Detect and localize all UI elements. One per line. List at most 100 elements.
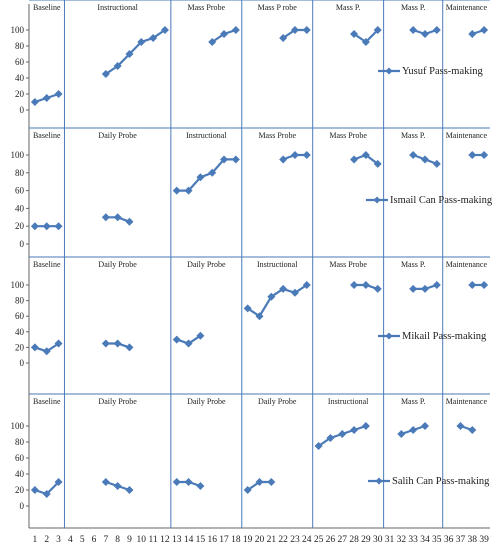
y-tick-label: 80	[15, 296, 25, 306]
data-point	[432, 281, 441, 289]
data-point	[30, 222, 39, 231]
y-tick-label: 20	[15, 342, 25, 352]
data-point	[361, 422, 370, 430]
phase-label: Daily Probe	[187, 397, 226, 406]
data-point	[373, 26, 382, 34]
data-point	[243, 304, 252, 313]
y-tick-label: 40	[15, 469, 25, 479]
data-point	[480, 26, 489, 34]
phase-label: Instructional	[328, 397, 369, 406]
data-point	[373, 159, 382, 168]
data-point	[302, 151, 311, 159]
data-point	[172, 335, 181, 344]
y-tick-label: 0	[20, 105, 25, 115]
data-point	[432, 26, 441, 34]
data-point	[326, 434, 335, 442]
x-tick-label: 24	[302, 535, 312, 545]
data-point	[184, 478, 193, 486]
x-tick-label: 31	[385, 535, 395, 545]
data-point	[101, 478, 110, 486]
data-point	[42, 94, 51, 102]
data-point	[409, 426, 418, 434]
data-point	[196, 331, 205, 340]
data-point	[480, 151, 489, 159]
data-point	[172, 478, 181, 486]
series-line	[105, 29, 166, 75]
x-tick-label: 8	[115, 535, 120, 545]
data-point	[350, 30, 359, 38]
x-tick-label: 35	[432, 535, 442, 545]
x-tick-label: 19	[243, 535, 253, 545]
phase-label: Instructional	[257, 260, 298, 269]
legend-label: Salih Can Pass-making	[392, 476, 490, 487]
data-point	[350, 426, 359, 434]
x-tick-label: 5	[80, 535, 85, 545]
phase-label: Daily Probe	[98, 260, 137, 269]
data-point	[279, 34, 288, 42]
x-tick-label: 27	[337, 535, 347, 545]
data-point	[267, 478, 276, 486]
x-tick-label: 17	[219, 535, 229, 545]
legend-marker	[375, 477, 383, 485]
data-point	[350, 281, 359, 289]
data-point	[420, 284, 429, 293]
data-point	[42, 490, 51, 498]
phase-label: Maintenance	[446, 3, 488, 12]
data-point	[420, 155, 429, 164]
phase-label: Maintenance	[446, 131, 488, 140]
data-point	[113, 339, 122, 348]
legend-marker	[373, 196, 381, 204]
data-point	[125, 217, 134, 226]
y-tick-label: 20	[15, 485, 25, 495]
y-tick-label: 60	[15, 453, 25, 463]
data-point	[468, 281, 477, 289]
y-tick-label: 60	[15, 311, 25, 321]
x-tick-label: 1	[33, 535, 38, 545]
x-tick-label: 28	[349, 535, 359, 545]
y-tick-label: 20	[15, 221, 25, 231]
data-point	[420, 422, 429, 430]
phase-label: Baseline	[33, 397, 61, 406]
data-point	[231, 26, 240, 34]
data-point	[101, 339, 110, 348]
data-point	[196, 482, 205, 490]
y-tick-label: 0	[20, 501, 25, 511]
x-tick-label: 38	[468, 535, 478, 545]
legend-label: Mikail Pass-making	[402, 331, 487, 342]
data-point	[279, 155, 288, 164]
x-tick-label: 2	[44, 535, 49, 545]
phase-label: Mass Probe	[258, 131, 296, 140]
data-point	[184, 339, 193, 348]
y-tick-label: 0	[20, 239, 25, 249]
data-point	[54, 90, 63, 98]
phase-label: Mass P.	[336, 3, 360, 12]
data-point	[397, 430, 406, 438]
data-point	[101, 213, 110, 222]
x-tick-label: 22	[278, 535, 288, 545]
phase-label: Mass P.	[401, 3, 425, 12]
x-tick-label: 30	[373, 535, 383, 545]
y-tick-label: 80	[15, 437, 25, 447]
data-point	[184, 186, 193, 195]
data-point	[255, 478, 264, 486]
data-point	[125, 50, 134, 58]
x-tick-label: 25	[314, 535, 324, 545]
data-point	[220, 155, 229, 164]
y-tick-label: 80	[15, 168, 25, 178]
data-point	[113, 213, 122, 222]
data-point	[361, 151, 370, 159]
phase-label: Daily Probe	[98, 131, 137, 140]
data-point	[137, 38, 146, 46]
y-tick-label: 40	[15, 203, 25, 213]
legend-label: Ismail Can Pass-making	[390, 195, 493, 206]
series-line	[176, 158, 236, 192]
data-point	[208, 38, 217, 46]
legend-marker	[385, 67, 393, 75]
y-tick-label: 60	[15, 186, 25, 196]
phase-label: Daily Probe	[187, 260, 226, 269]
data-point	[113, 62, 122, 70]
data-point	[432, 159, 441, 168]
x-tick-label: 15	[196, 535, 206, 545]
data-point	[208, 168, 217, 177]
